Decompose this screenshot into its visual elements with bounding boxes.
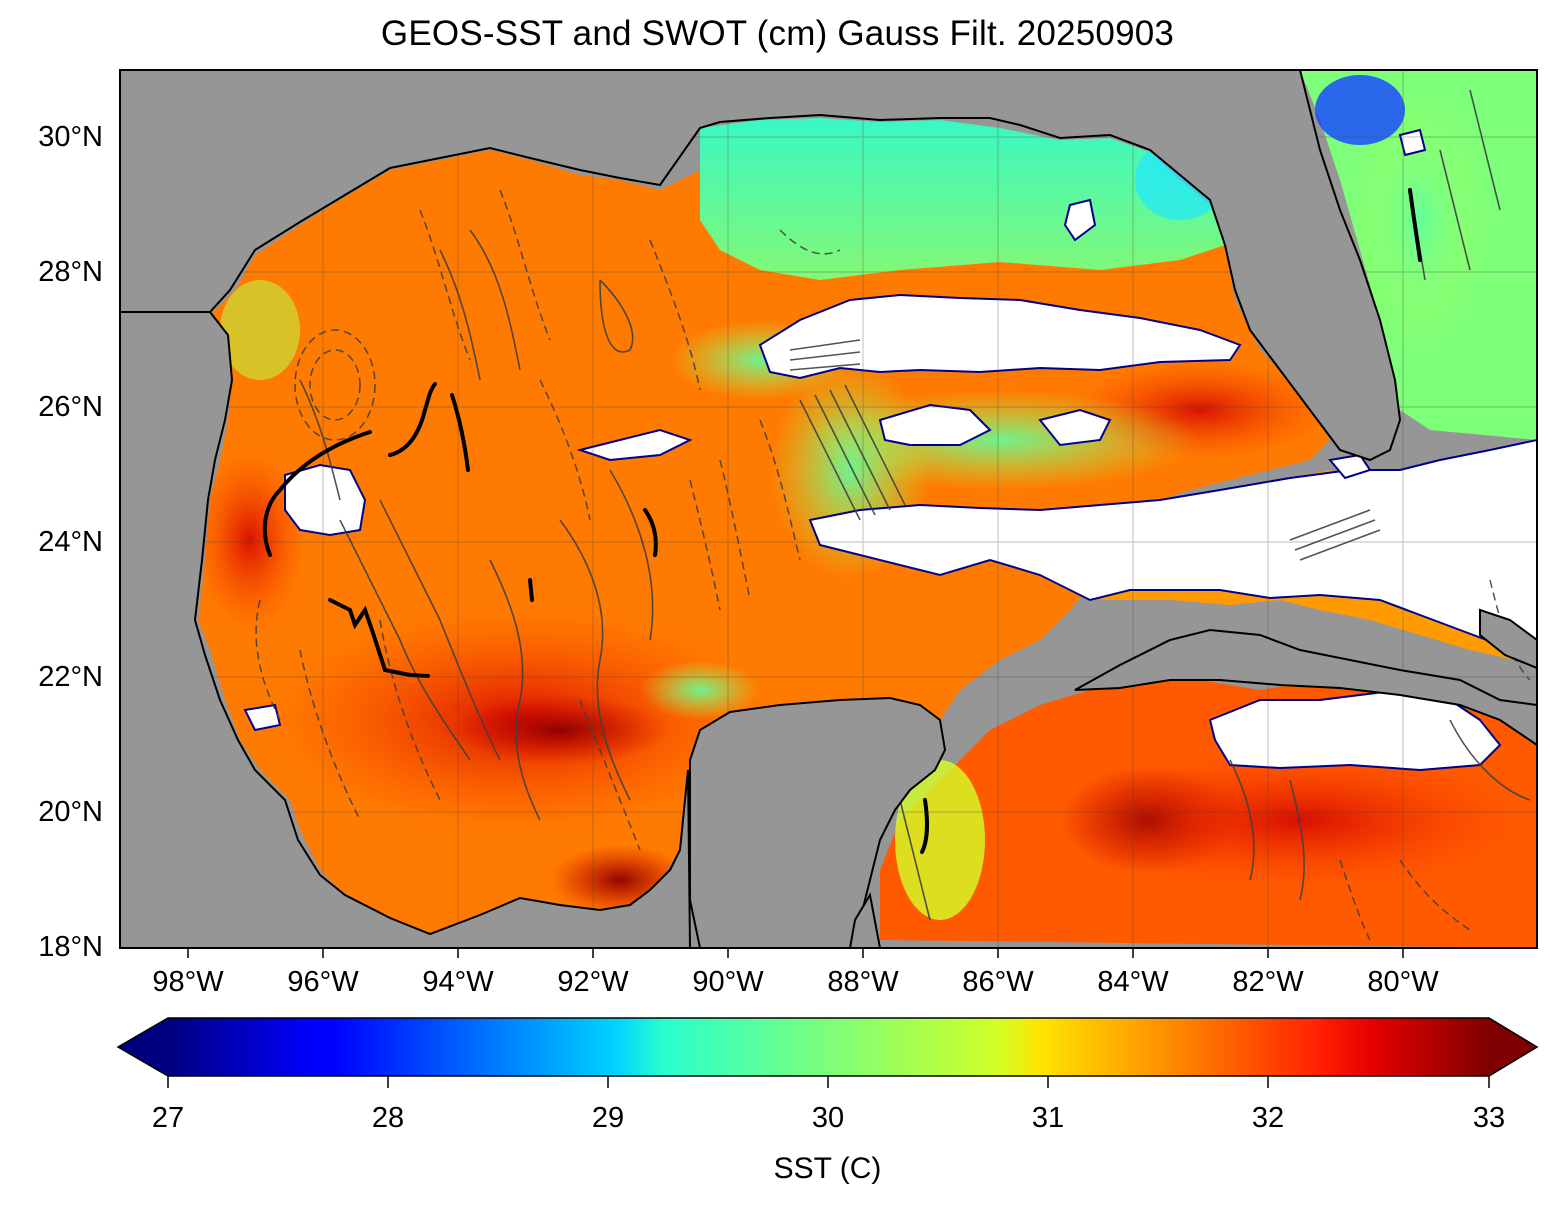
colorbar-tick-31: 31 (1031, 1102, 1065, 1134)
map-frame (119, 69, 1538, 949)
lon-label-80w: 80°W (1367, 966, 1439, 998)
colorbar (116, 1017, 1539, 1088)
cuba (1074, 628, 1537, 747)
yucatan-peninsula (689, 696, 947, 948)
colorbar-max-extension (1489, 1018, 1537, 1076)
cloud-mask (243, 128, 1537, 772)
lon-label-98w: 98°W (152, 966, 224, 998)
swot-contours-solid (299, 89, 1531, 921)
bahamas (1479, 608, 1537, 670)
lat-label-26n: 26°N (38, 391, 103, 423)
colorbar-tick-28: 28 (371, 1102, 405, 1134)
lat-label-22n: 22°N (38, 661, 103, 693)
lon-label-84w: 84°W (1097, 966, 1169, 998)
lat-label-18n: 18°N (38, 931, 103, 963)
colorbar-tick-32: 32 (1251, 1102, 1285, 1134)
lat-label-24n: 24°N (38, 526, 103, 558)
axis-ticks (187, 948, 1404, 958)
colorbar-min-extension (118, 1018, 168, 1076)
colorbar-tick-29: 29 (591, 1102, 625, 1134)
mexico-coast (120, 311, 692, 948)
florida-peninsula (120, 70, 1402, 462)
lon-label-92w: 92°W (557, 966, 629, 998)
map-area (120, 70, 1537, 948)
colorbar-gradient (168, 1018, 1489, 1076)
map-title: GEOS-SST and SWOT (cm) Gauss Filt. 20250… (380, 14, 1175, 53)
lon-label-82w: 82°W (1232, 966, 1304, 998)
lon-label-90w: 90°W (692, 966, 764, 998)
lat-label-28n: 28°N (38, 256, 103, 288)
lat-label-20n: 20°N (38, 796, 103, 828)
land-overlay (120, 70, 1537, 948)
lon-label-86w: 86°W (962, 966, 1034, 998)
colorbar-title: SST (C) (773, 1152, 882, 1185)
lat-label-30n: 30°N (38, 121, 103, 153)
lon-label-88w: 88°W (827, 966, 899, 998)
colorbar-tick-33: 33 (1472, 1102, 1506, 1134)
lon-label-96w: 96°W (287, 966, 359, 998)
colorbar-tick-30: 30 (811, 1102, 845, 1134)
lon-label-94w: 94°W (422, 966, 494, 998)
colorbar-tick-27: 27 (151, 1102, 185, 1134)
swot-strong-contours (262, 188, 1422, 854)
